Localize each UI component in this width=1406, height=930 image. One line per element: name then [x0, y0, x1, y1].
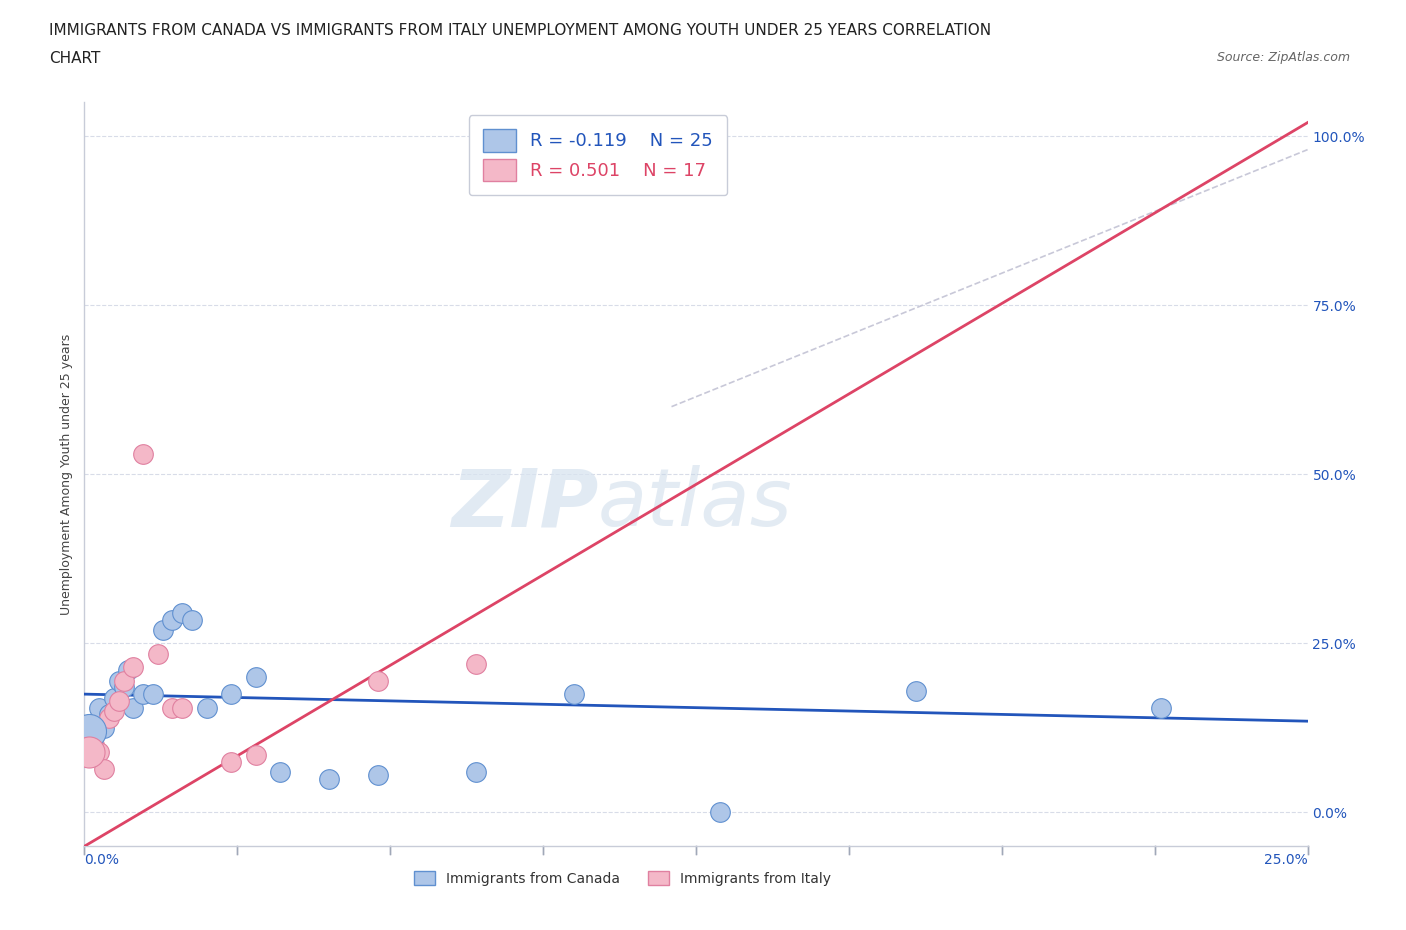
Point — [219, 754, 242, 769]
Text: Source: ZipAtlas.com: Source: ZipAtlas.com — [1216, 51, 1350, 64]
Point — [269, 764, 291, 779]
Text: ZIP: ZIP — [451, 465, 598, 543]
Text: 0.0%: 0.0% — [84, 853, 120, 867]
Point — [367, 768, 389, 783]
Point — [112, 673, 135, 688]
Point — [146, 646, 169, 661]
Point — [162, 700, 184, 715]
Point — [93, 761, 115, 776]
Point — [195, 700, 218, 715]
Point — [112, 680, 135, 695]
Point — [142, 686, 165, 701]
Legend: Immigrants from Canada, Immigrants from Italy: Immigrants from Canada, Immigrants from … — [409, 866, 837, 892]
Point — [107, 673, 129, 688]
Point — [318, 771, 340, 786]
Point — [103, 690, 125, 705]
Text: IMMIGRANTS FROM CANADA VS IMMIGRANTS FROM ITALY UNEMPLOYMENT AMONG YOUTH UNDER 2: IMMIGRANTS FROM CANADA VS IMMIGRANTS FRO… — [49, 23, 991, 38]
Point — [1150, 700, 1173, 715]
Point — [245, 670, 267, 684]
Point — [97, 711, 120, 725]
Point — [152, 622, 174, 637]
Point — [132, 686, 155, 701]
Point — [77, 727, 100, 742]
Point — [122, 659, 145, 674]
Point — [103, 704, 125, 719]
Point — [562, 686, 585, 701]
Text: CHART: CHART — [49, 51, 101, 66]
Point — [77, 744, 100, 759]
Text: 25.0%: 25.0% — [1264, 853, 1308, 867]
Point — [93, 721, 115, 736]
Point — [162, 612, 184, 627]
Point — [77, 724, 100, 738]
Point — [172, 700, 194, 715]
Point — [122, 700, 145, 715]
Point — [367, 673, 389, 688]
Point — [97, 707, 120, 722]
Point — [709, 805, 731, 820]
Point — [83, 737, 105, 752]
Point — [87, 744, 110, 759]
Point — [464, 657, 486, 671]
Point — [245, 748, 267, 763]
Point — [464, 764, 486, 779]
Point — [181, 612, 204, 627]
Point — [87, 700, 110, 715]
Point — [117, 663, 139, 678]
Point — [219, 686, 242, 701]
Point — [172, 605, 194, 620]
Y-axis label: Unemployment Among Youth under 25 years: Unemployment Among Youth under 25 years — [60, 334, 73, 615]
Point — [107, 694, 129, 709]
Point — [132, 446, 155, 461]
Point — [905, 684, 928, 698]
Text: atlas: atlas — [598, 465, 793, 543]
